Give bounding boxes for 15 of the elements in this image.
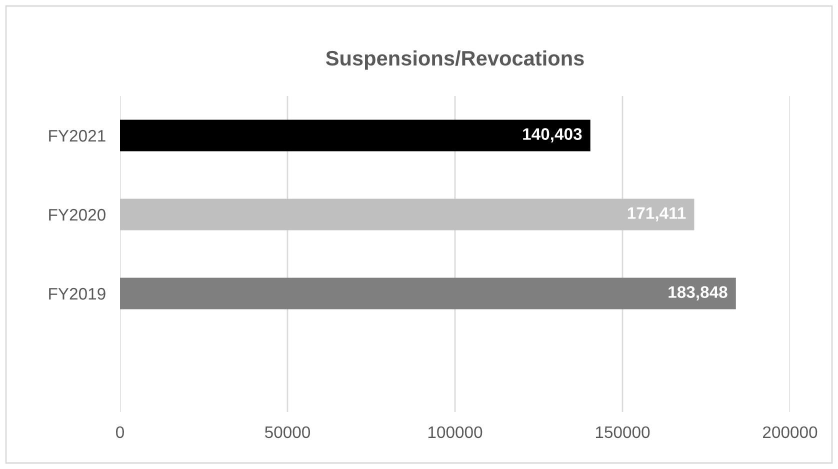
bar (120, 198, 694, 230)
x-tick-label: 200000 (763, 426, 818, 438)
x-tick-label: 150000 (596, 426, 650, 438)
x-tick-label: 50000 (264, 426, 310, 438)
y-tick-label: FY2021 (49, 130, 106, 142)
bar (120, 120, 590, 152)
x-tick-label: 100000 (428, 426, 482, 438)
data-label: 171,411 (628, 207, 686, 222)
bar (120, 278, 736, 310)
data-label: 183,848 (668, 286, 728, 300)
y-tick-label: FY2020 (49, 208, 106, 221)
x-tick-label: 0 (116, 426, 124, 438)
chart-title: Suspensions/Revocations (326, 50, 584, 70)
y-tick-label: FY2019 (49, 288, 106, 300)
data-label: 140,403 (523, 128, 582, 142)
